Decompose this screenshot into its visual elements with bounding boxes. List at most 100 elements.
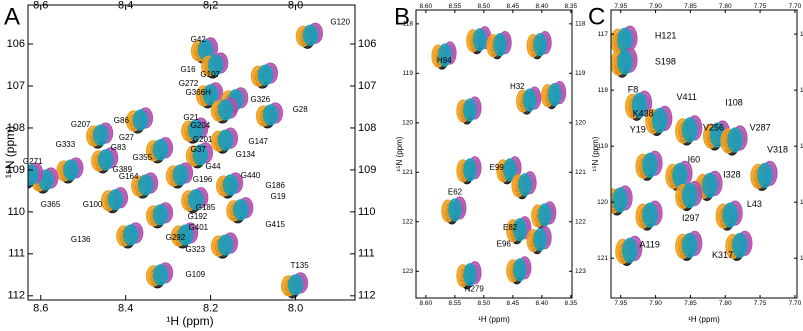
- y-tick-label: 108: [358, 122, 376, 134]
- peak-contour: [626, 245, 633, 256]
- x-tick-label: 7.80: [719, 300, 732, 307]
- peak-contour: [260, 67, 271, 83]
- peak-label: V318: [767, 144, 788, 154]
- peak-contour: [617, 195, 624, 205]
- peak-contour: [537, 235, 543, 245]
- peak-contour: [190, 192, 201, 207]
- peak-label: N279: [465, 285, 485, 294]
- peak-contour: [686, 190, 693, 201]
- peak-label: G186: [265, 181, 285, 190]
- y-tick-label: 109: [358, 164, 376, 176]
- x-tick-label: 8.45: [507, 300, 520, 307]
- peak-label: G107: [200, 70, 220, 79]
- peak-contour: [759, 166, 771, 184]
- peak-label: G109: [186, 270, 206, 279]
- peak-contour: [67, 165, 74, 175]
- peak-contour: [520, 176, 530, 193]
- peak-contour: [197, 150, 204, 159]
- peak-contour: [674, 166, 686, 184]
- peak-contour: [95, 127, 106, 143]
- peak-contour: [222, 136, 229, 145]
- peak-label: H32: [510, 82, 525, 91]
- peak-label: G326: [251, 95, 271, 104]
- peak-contour: [180, 227, 191, 243]
- peak-contour: [127, 230, 134, 240]
- x-tick-label: 7.75: [754, 3, 767, 10]
- peak-contour: [222, 105, 229, 115]
- peak-contour: [40, 172, 51, 188]
- y-tick-label: 119: [800, 143, 803, 150]
- peak-contour: [177, 170, 184, 180]
- peak-contour: [192, 125, 199, 135]
- peak-contour: [714, 130, 721, 140]
- peak-contour: [140, 177, 151, 193]
- peak-label: E82: [503, 223, 518, 232]
- peak-contour: [736, 240, 743, 251]
- peak-contour: [442, 50, 448, 60]
- peak-contour: [237, 205, 244, 214]
- peak-label: F8: [628, 84, 639, 94]
- y-tick-label: 111: [8, 248, 25, 260]
- peak-contour: [619, 53, 631, 71]
- y-tick-label: 119: [575, 70, 586, 77]
- peak-contour: [102, 155, 109, 164]
- x-tick-label: 7.75: [754, 300, 767, 307]
- plot-area: [28, 22, 324, 299]
- peak-label: G389: [113, 165, 133, 174]
- y-tick-label: 120: [597, 199, 608, 206]
- peak-contour: [190, 122, 201, 138]
- peak-contour: [535, 36, 545, 53]
- peak-contour: [100, 152, 111, 167]
- panel-letter: A: [4, 3, 20, 30]
- peak-contour: [497, 40, 503, 50]
- peak-contour: [467, 165, 473, 175]
- peak-contour: [262, 70, 269, 80]
- peak-contour: [646, 160, 654, 171]
- peak-contour: [225, 177, 236, 193]
- x-tick-label: 8.40: [536, 300, 549, 307]
- y-tick-label: 120: [402, 120, 413, 127]
- peak-contour: [646, 210, 654, 220]
- peak-contour: [704, 176, 716, 194]
- y-axis-label: ¹⁵N (ppm): [395, 136, 404, 171]
- peak-label: G86: [114, 116, 130, 125]
- x-tick-label: 8.60: [420, 3, 433, 10]
- x-tick-label: 8.0: [288, 303, 303, 315]
- x-tick-label: 8.0: [288, 0, 303, 11]
- x-tick-label: 8.6: [33, 0, 48, 11]
- peak-contour: [686, 240, 693, 251]
- peak-contour: [540, 207, 550, 223]
- peak-contour: [157, 270, 164, 279]
- y-axis-label: ¹⁵N (ppm): [591, 136, 600, 171]
- peak-label: G19: [270, 192, 286, 201]
- peak-contour: [475, 31, 485, 48]
- peak-contour: [155, 267, 166, 282]
- peak-contour: [727, 210, 734, 220]
- peak-contour: [467, 270, 473, 280]
- peak-label: G42: [191, 35, 207, 44]
- peak-label: G27: [119, 133, 135, 142]
- peak-label: V411: [676, 92, 696, 102]
- x-tick-label: 7.70: [789, 3, 802, 10]
- peak-contour: [175, 167, 186, 183]
- panel-letter: C: [588, 3, 605, 30]
- peak-contour: [155, 142, 166, 157]
- peak-contour: [452, 205, 458, 215]
- y-tick-label: 120: [800, 199, 803, 206]
- peak-label: Y19: [630, 124, 646, 134]
- peak-contour: [515, 262, 525, 278]
- peak-label: G21: [183, 113, 199, 122]
- x-tick-label: 8.35: [565, 3, 578, 10]
- peak-contour: [495, 36, 505, 53]
- peak-label: G185: [196, 203, 216, 212]
- peak-contour: [654, 111, 665, 129]
- peak-contour: [450, 202, 460, 218]
- peak-label: G37: [191, 145, 207, 154]
- peak-contour: [125, 227, 136, 243]
- peak-contour: [656, 115, 663, 126]
- plot-frame: [610, 9, 798, 299]
- peak-contour: [644, 156, 656, 174]
- peak-label: G44: [206, 162, 222, 171]
- peak-label: V287: [750, 123, 771, 133]
- peak-contour: [515, 221, 525, 238]
